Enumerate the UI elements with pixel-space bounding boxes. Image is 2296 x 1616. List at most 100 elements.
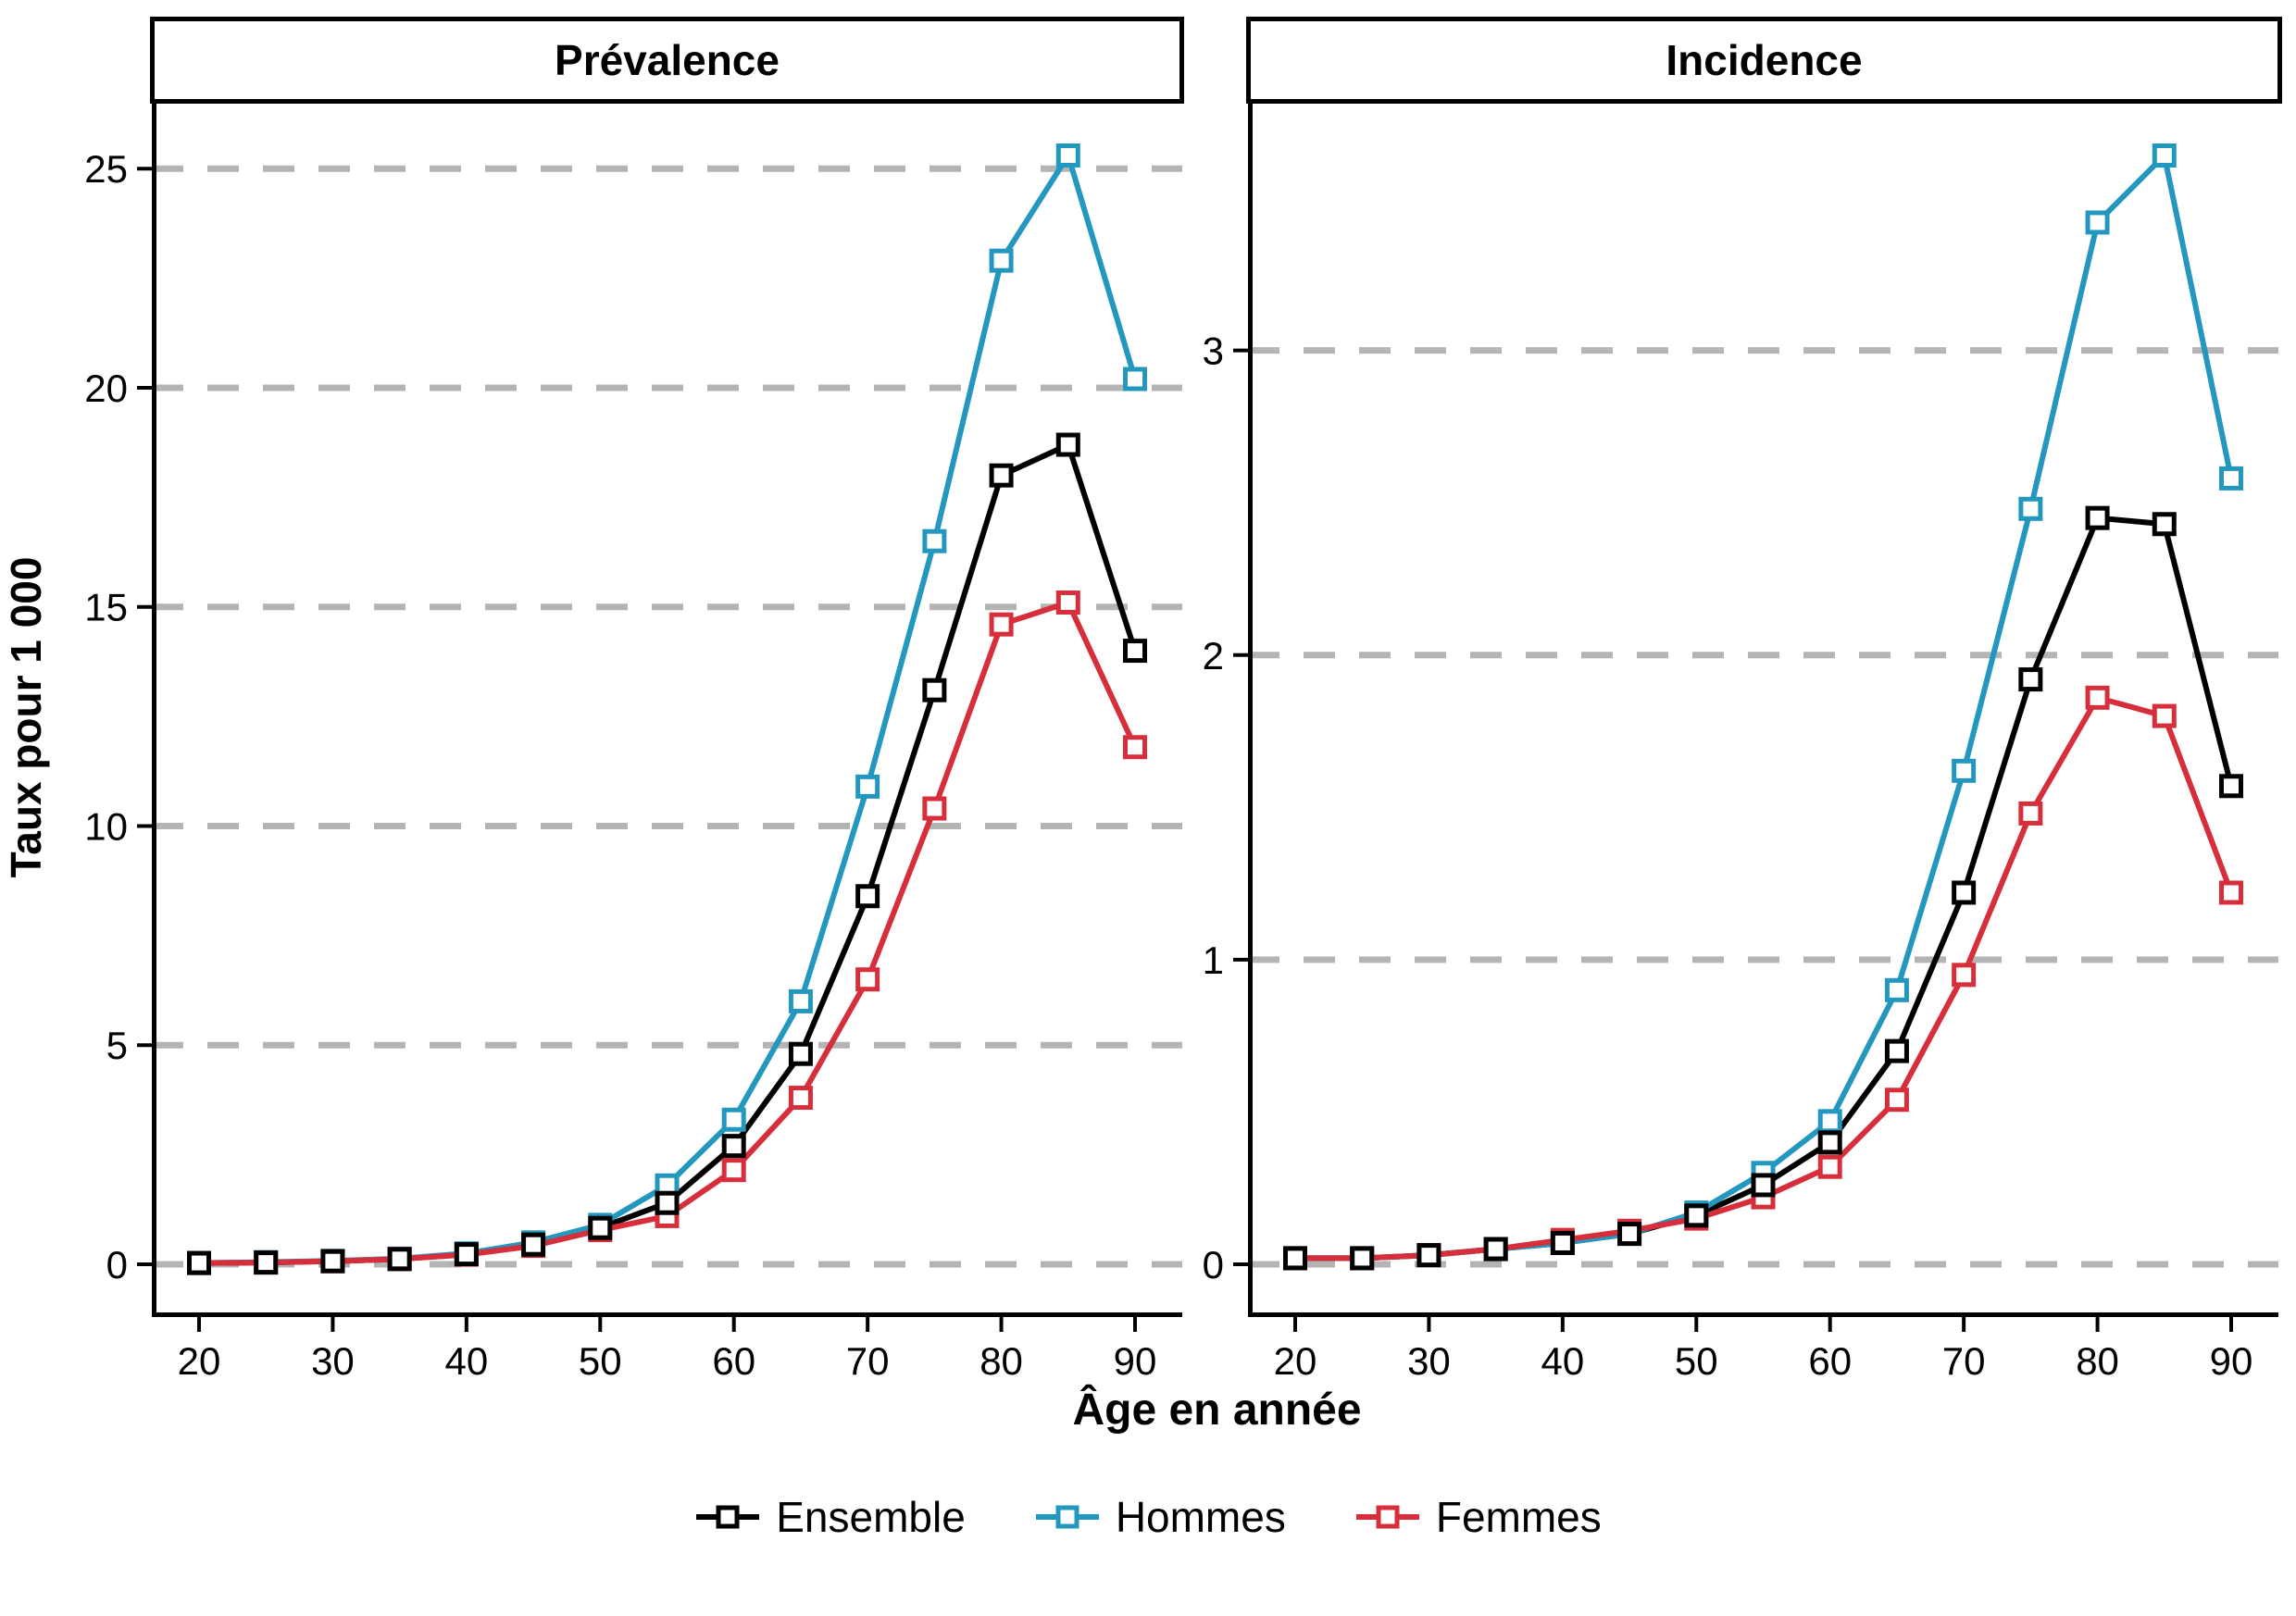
- data-point-marker: [721, 1158, 746, 1183]
- data-point-marker: [2018, 496, 2043, 521]
- legend-key-hommes-icon: [1035, 1505, 1099, 1529]
- y-tick-label-15: 15: [84, 586, 128, 629]
- y-tick-label-0: 0: [1203, 1243, 1224, 1287]
- x-tick-label-80: 80: [980, 1339, 1023, 1383]
- data-point-marker: [1952, 758, 1977, 783]
- data-point-marker: [1483, 1237, 1508, 1262]
- data-point-marker: [387, 1247, 412, 1272]
- series-line-femmes: [198, 599, 1138, 1266]
- series-markers-hommes: [187, 143, 1147, 1275]
- data-point-marker: [2219, 880, 2243, 905]
- data-point-marker: [788, 988, 813, 1013]
- data-point-marker: [1952, 880, 1977, 905]
- x-tick-label-70: 70: [1942, 1339, 1986, 1383]
- x-tick-label-90: 90: [2210, 1339, 2253, 1383]
- x-tick-label-60: 60: [1808, 1339, 1852, 1383]
- data-point-marker: [1884, 1088, 1909, 1113]
- facet-title-incidence: Incidence: [1666, 36, 1863, 84]
- data-point-marker: [989, 248, 1014, 273]
- y-tick-label-20: 20: [84, 367, 128, 410]
- x-axis-title: Âge en année: [1072, 1386, 1362, 1435]
- series-markers-ensemble: [1283, 505, 2243, 1271]
- x-tick-label-80: 80: [2076, 1339, 2119, 1383]
- data-point-marker: [2085, 210, 2110, 235]
- y-tick-label-3: 3: [1203, 329, 1224, 373]
- data-point-marker: [855, 967, 880, 992]
- data-point-marker: [1751, 1173, 1776, 1198]
- data-point-marker: [655, 1190, 680, 1215]
- facet-title-prevalence: Prévalence: [555, 36, 780, 84]
- legend-item-femmes: Femmes: [1354, 1492, 1602, 1542]
- legend-item-hommes: Hommes: [1034, 1492, 1286, 1542]
- data-point-marker: [989, 612, 1014, 637]
- data-point-marker: [1123, 735, 1147, 760]
- data-point-marker: [1123, 367, 1147, 392]
- x-tick-label-50: 50: [579, 1339, 622, 1383]
- series-line-ensemble: [1295, 515, 2234, 1262]
- data-point-marker: [1123, 639, 1147, 664]
- data-point-marker: [2018, 667, 2043, 692]
- data-point-marker: [788, 1041, 813, 1066]
- x-tick-label-60: 60: [712, 1339, 755, 1383]
- data-point-marker: [187, 1250, 211, 1275]
- data-point-marker: [1283, 1246, 1307, 1271]
- data-point-marker: [989, 463, 1014, 488]
- data-point-marker: [2085, 685, 2110, 710]
- data-point-marker: [721, 1134, 746, 1159]
- data-point-marker: [2152, 143, 2177, 168]
- legend-key-femmes-icon: [1355, 1505, 1419, 1529]
- facet-strip-incidence: Incidence: [1246, 17, 2282, 104]
- data-point-marker: [855, 884, 880, 909]
- data-point-marker: [1055, 143, 1080, 168]
- x-tick-label-20: 20: [1274, 1339, 1317, 1383]
- y-tick-label-1: 1: [1203, 939, 1224, 982]
- x-tick-label-30: 30: [1407, 1339, 1451, 1383]
- data-point-marker: [1055, 432, 1080, 457]
- y-axis-title: Taux pour 1 000: [2, 556, 50, 878]
- data-point-marker: [320, 1249, 345, 1274]
- data-point-marker: [1817, 1130, 1842, 1155]
- y-tick-label-25: 25: [84, 147, 128, 191]
- y-tick-label-5: 5: [106, 1024, 128, 1067]
- data-point-marker: [521, 1232, 546, 1257]
- data-point-marker: [1617, 1222, 1642, 1247]
- data-point-marker: [922, 677, 947, 702]
- data-point-marker: [1817, 1109, 1842, 1134]
- panel-prevalence: 0 5 10 15 20 25 20 30 40 50 60 70 80 90: [84, 104, 1182, 1383]
- x-tick-label-30: 30: [311, 1339, 355, 1383]
- data-point-marker: [1684, 1203, 1709, 1228]
- data-point-marker: [1952, 963, 1977, 988]
- data-point-marker: [588, 1215, 613, 1240]
- data-point-marker: [2152, 703, 2177, 728]
- legend-key-ensemble-icon: [696, 1505, 760, 1529]
- data-point-marker: [254, 1250, 279, 1275]
- x-tick-label-40: 40: [444, 1339, 488, 1383]
- data-point-marker: [1550, 1230, 1575, 1255]
- x-tick-label-50: 50: [1675, 1339, 1718, 1383]
- legend-label-hommes: Hommes: [1115, 1493, 1286, 1541]
- series-line-hommes: [198, 153, 1138, 1266]
- data-point-marker: [1416, 1243, 1441, 1268]
- y-tick-label-2: 2: [1203, 634, 1224, 677]
- x-tick-label-40: 40: [1541, 1339, 1584, 1383]
- data-point-marker: [2018, 801, 2043, 826]
- data-point-marker: [1884, 977, 1909, 1002]
- data-point-marker: [454, 1242, 479, 1267]
- legend-label-ensemble: Ensemble: [776, 1493, 966, 1541]
- data-point-marker: [2085, 505, 2110, 530]
- data-point-marker: [2152, 512, 2177, 537]
- data-point-marker: [721, 1107, 746, 1132]
- x-tick-label-20: 20: [178, 1339, 221, 1383]
- series-markers-ensemble: [187, 432, 1147, 1275]
- x-tick-label-70: 70: [846, 1339, 890, 1383]
- legend-label-femmes: Femmes: [1435, 1493, 1602, 1541]
- x-tick-label-90: 90: [1114, 1339, 1157, 1383]
- data-point-marker: [788, 1086, 813, 1111]
- data-point-marker: [1055, 590, 1080, 615]
- legend: Ensemble Hommes Femmes: [0, 1492, 2296, 1542]
- data-point-marker: [2219, 774, 2243, 799]
- legend-item-ensemble: Ensemble: [694, 1492, 966, 1542]
- y-tick-label-10: 10: [84, 804, 128, 848]
- data-point-marker: [922, 528, 947, 553]
